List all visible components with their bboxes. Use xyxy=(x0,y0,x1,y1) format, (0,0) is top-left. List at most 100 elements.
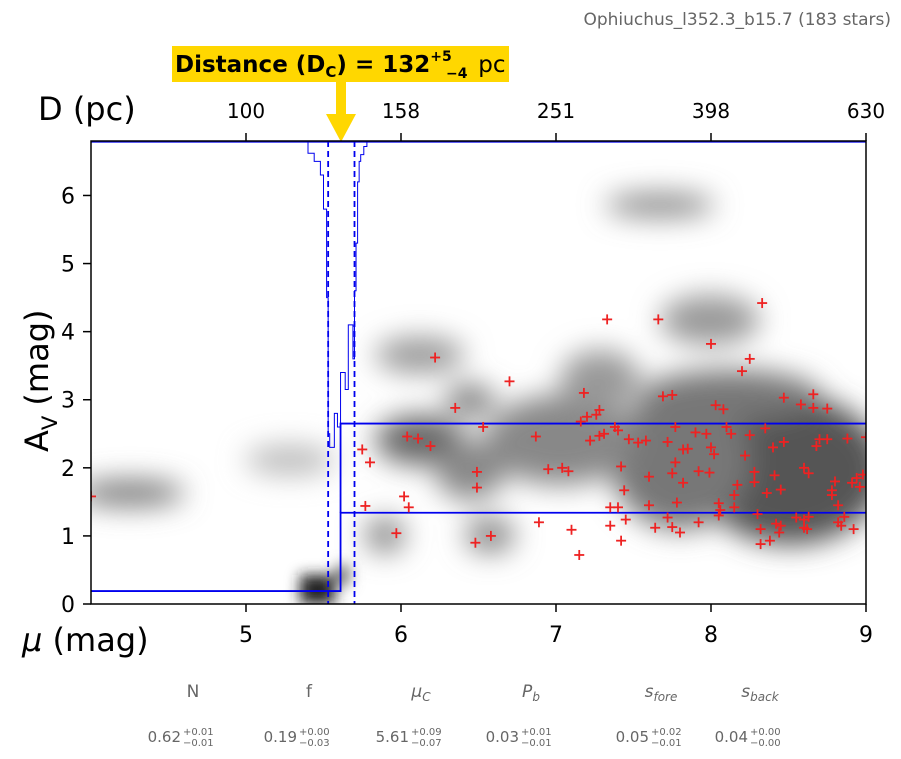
star-marker xyxy=(675,527,685,538)
star-marker xyxy=(709,449,720,460)
parameter-value: 0.03 xyxy=(486,728,519,746)
y-tick-label: 5 xyxy=(61,253,75,278)
star-marker xyxy=(808,389,819,400)
figure-title: Ophiuchus_l352.3_b15.7 (183 stars) xyxy=(583,10,891,30)
star-marker xyxy=(842,433,853,444)
star-marker xyxy=(613,502,623,513)
star-marker xyxy=(761,488,772,499)
star-marker xyxy=(848,524,859,535)
parameter-value: 0.19 xyxy=(264,728,297,746)
star-marker xyxy=(791,512,802,523)
callout-sup: +5 xyxy=(430,49,451,65)
star-marker xyxy=(808,402,819,413)
star-marker xyxy=(413,433,424,444)
star-marker xyxy=(450,402,461,413)
star-marker xyxy=(760,423,771,434)
callout-arrow-head xyxy=(326,114,356,142)
callout-prefix: Distance (D xyxy=(175,52,325,78)
parameter-symbol: s xyxy=(645,682,654,702)
parameter: f 0.19 +0.00−0.03 xyxy=(264,682,330,749)
star-marker xyxy=(399,491,410,502)
star-marker xyxy=(485,530,496,541)
y-tick-label: 3 xyxy=(61,389,75,414)
callout-mid: ) = 132 xyxy=(336,52,430,78)
star-marker xyxy=(857,469,866,480)
star-marker xyxy=(706,338,716,349)
star-marker xyxy=(706,442,716,453)
star-marker xyxy=(391,528,402,539)
star-marker xyxy=(729,502,740,513)
star-marker xyxy=(836,520,847,531)
star-marker xyxy=(795,399,806,410)
star-marker xyxy=(710,400,721,411)
parameter-symbol: N xyxy=(187,682,200,702)
y-axis-left: 0 1 2 3 4 5 6 xyxy=(61,184,91,618)
star-marker xyxy=(653,314,664,325)
star-marker xyxy=(667,389,678,400)
star-marker xyxy=(775,484,786,495)
star-marker xyxy=(470,537,481,548)
x-axis-top: 100 158 251 398 630 xyxy=(227,99,885,141)
callout-unit: pc xyxy=(471,52,506,78)
parameter: sfore 0.05 +0.02−0.01 xyxy=(616,682,682,749)
y-axis-title: AV (mag) xyxy=(18,310,62,453)
parameter: sback 0.04 +0.00−0.00 xyxy=(715,682,781,749)
star-marker xyxy=(847,477,858,488)
star-marker xyxy=(640,435,651,446)
star-marker xyxy=(690,427,701,438)
star-marker xyxy=(633,437,644,448)
star-marker xyxy=(582,411,592,422)
parameter-symbol: f xyxy=(306,682,313,702)
parameter-name: μC xyxy=(410,682,431,704)
parameter-plus: +0.02 xyxy=(651,727,682,738)
parameter-plus: +0.01 xyxy=(521,727,552,738)
star-marker xyxy=(623,434,634,445)
y-tick-label: 2 xyxy=(61,457,75,482)
star-marker xyxy=(693,466,704,477)
star-marker xyxy=(662,512,673,523)
star-marker xyxy=(826,490,837,501)
star-marker xyxy=(613,425,623,436)
star-marker xyxy=(802,524,813,535)
top-tick-label: 630 xyxy=(847,99,885,123)
top-tick-label: 158 xyxy=(382,99,420,123)
star-marker xyxy=(799,462,809,473)
star-marker xyxy=(704,467,715,478)
parameter-symbol: s xyxy=(741,682,750,702)
star-marker xyxy=(650,522,661,533)
parameter: Pb 0.03 +0.01−0.01 xyxy=(486,682,552,749)
parameter-value: 0.62 xyxy=(148,728,181,746)
y-tick-label: 1 xyxy=(61,525,75,550)
star-marker xyxy=(768,442,778,453)
star-marker xyxy=(769,470,780,481)
star-marker xyxy=(644,471,654,482)
parameter-name: sback xyxy=(741,682,779,704)
x-axis-title-unit: (mag) xyxy=(42,621,148,659)
star-marker xyxy=(861,432,866,443)
star-marker xyxy=(599,428,610,439)
x-tick-label: 8 xyxy=(704,623,718,648)
star-marker xyxy=(718,404,729,415)
star-marker xyxy=(620,514,631,525)
star-marker xyxy=(726,428,737,439)
star-marker xyxy=(713,510,724,521)
star-marker xyxy=(775,520,786,531)
x-tick-label: 6 xyxy=(394,623,408,648)
star-marker xyxy=(732,479,743,490)
star-markers xyxy=(91,298,866,560)
parameter-minus: −0.00 xyxy=(750,738,781,749)
parameter-minus: −0.07 xyxy=(411,738,442,749)
x-tick-label: 7 xyxy=(549,623,563,648)
distance-callout-box xyxy=(172,46,509,82)
star-marker xyxy=(644,500,654,511)
star-marker xyxy=(471,482,482,493)
star-marker xyxy=(744,430,755,441)
model-extinction-profile xyxy=(91,141,866,604)
parameter-plus: +0.00 xyxy=(299,727,330,738)
star-marker xyxy=(575,416,586,427)
star-marker xyxy=(839,511,850,522)
star-marker xyxy=(830,476,840,487)
star-marker xyxy=(667,522,678,533)
